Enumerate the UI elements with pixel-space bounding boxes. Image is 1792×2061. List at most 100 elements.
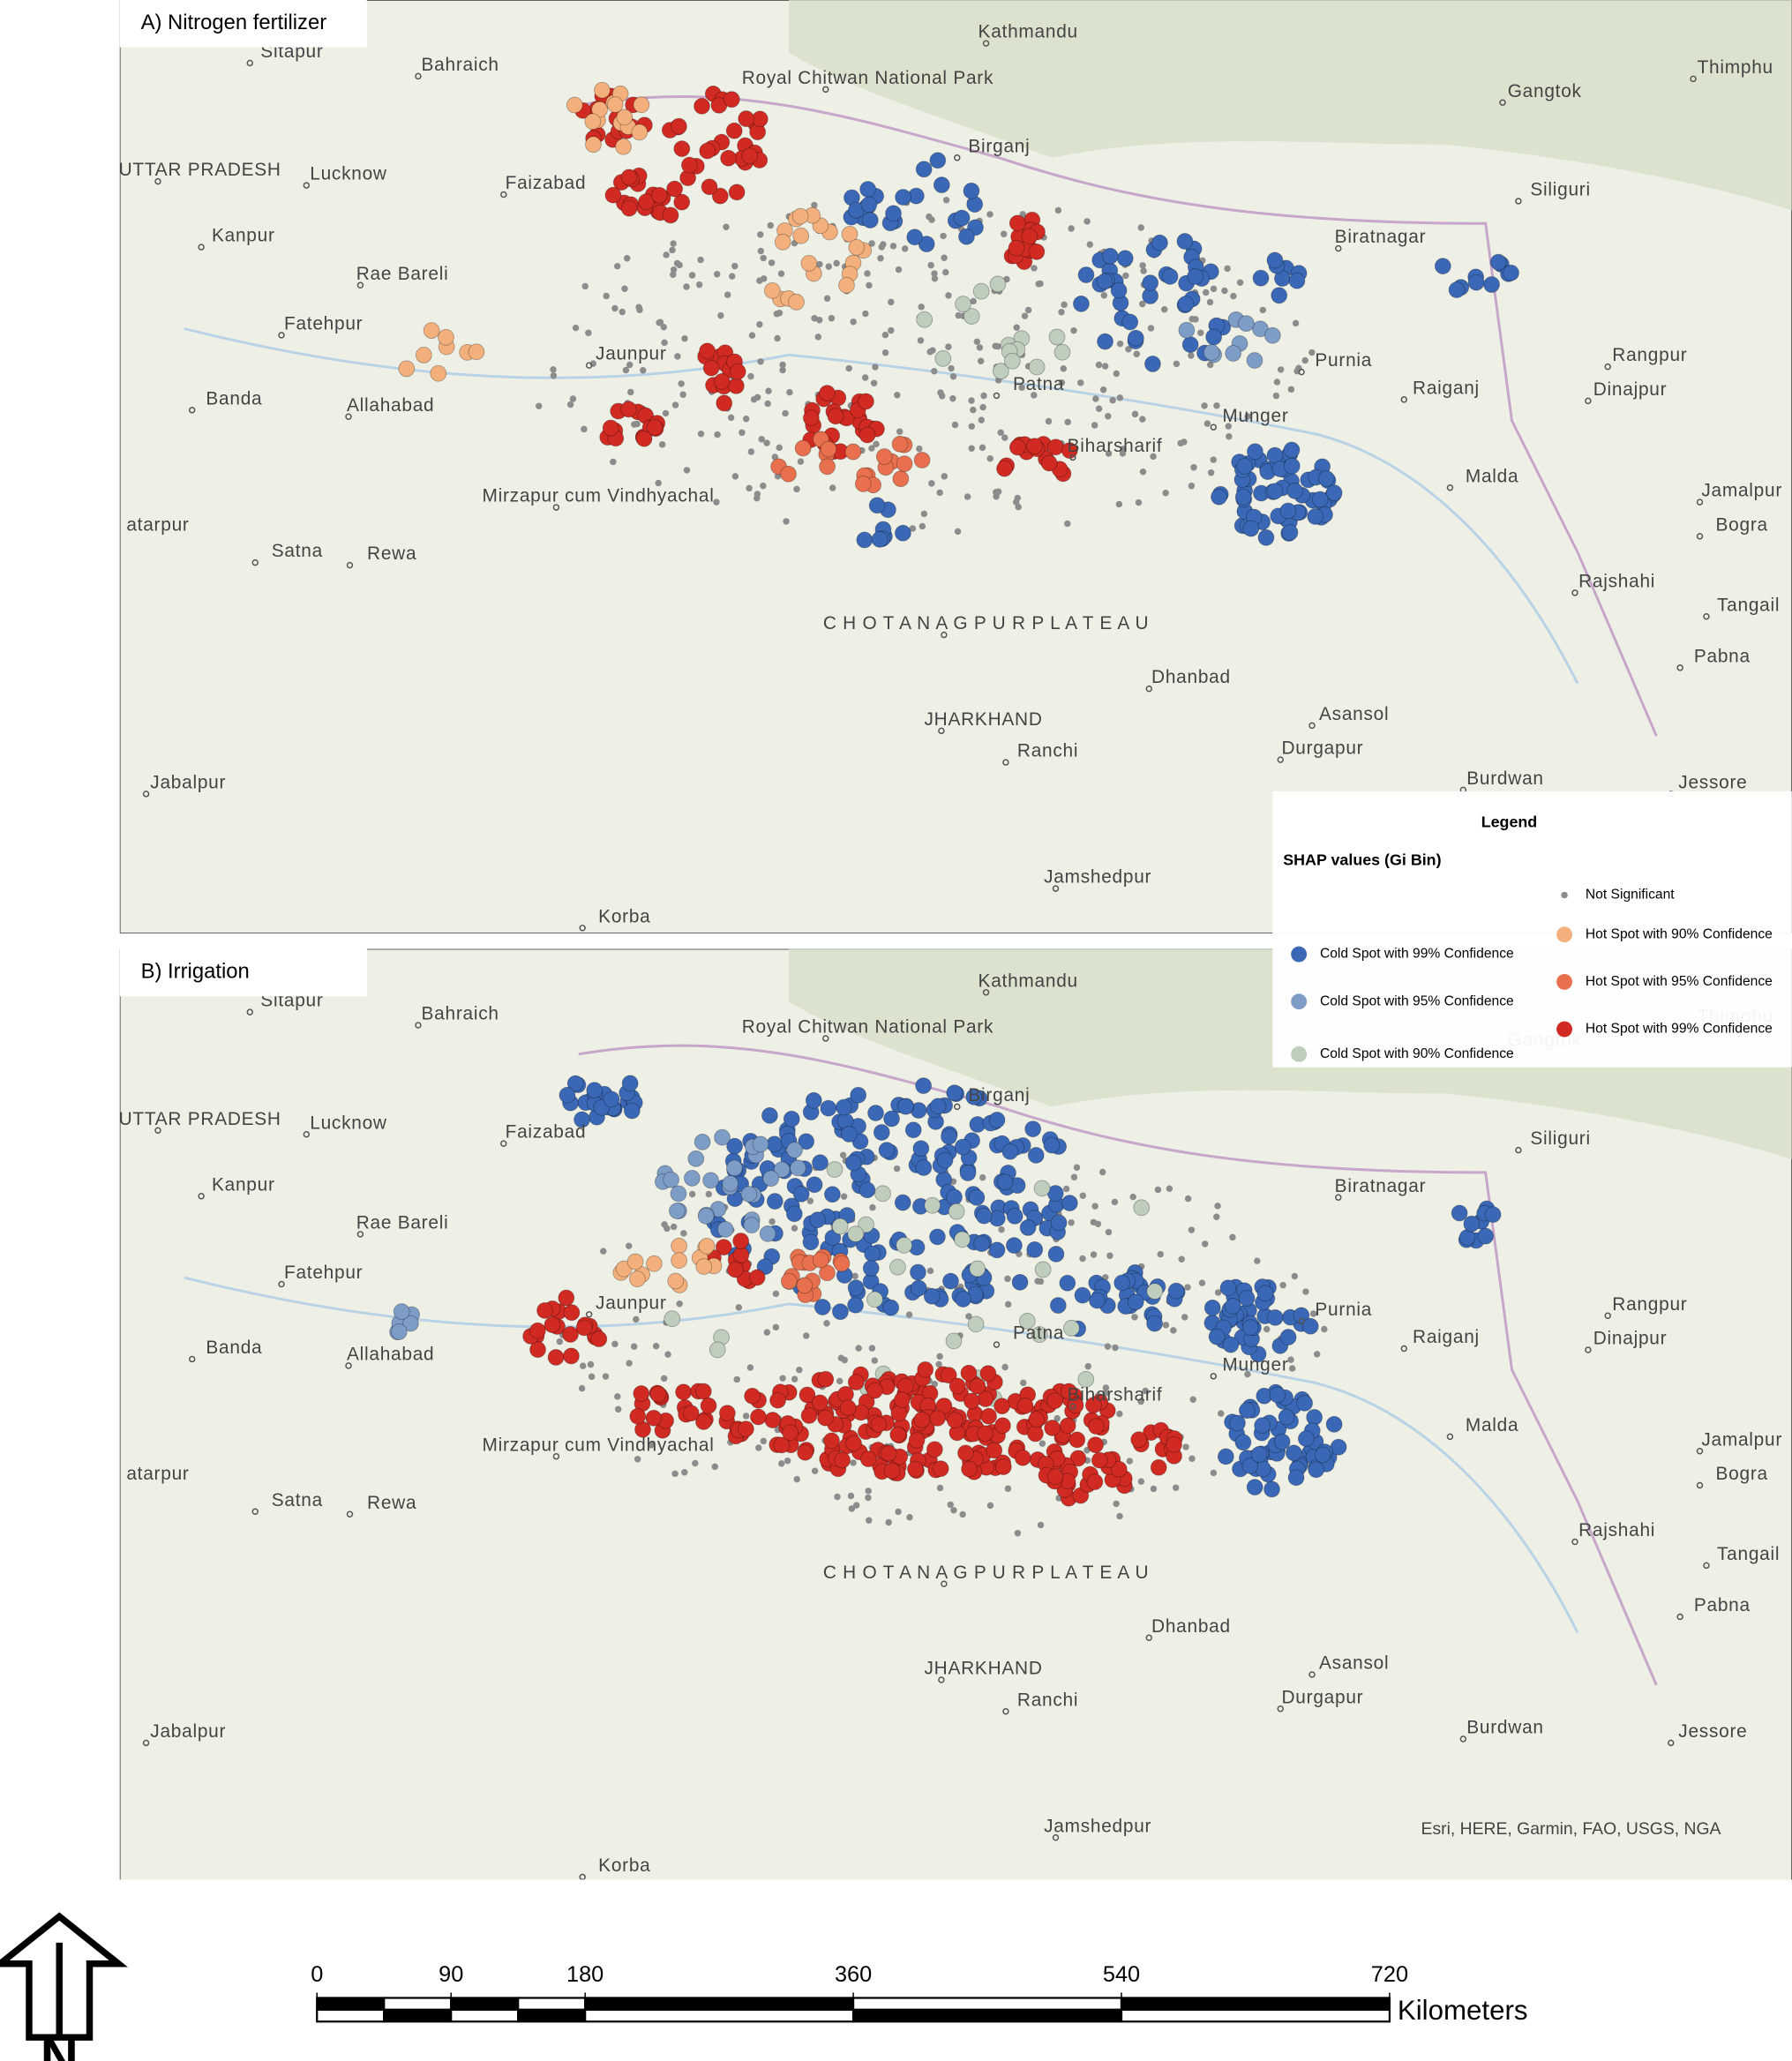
hotspot-point [1214, 1289, 1222, 1296]
hotspot-point [699, 142, 716, 160]
hotspot-point [1116, 1410, 1123, 1418]
place-marker [1002, 759, 1009, 766]
hotspot-point [742, 416, 750, 423]
hotspot-point [871, 530, 889, 548]
hotspot-point [713, 498, 720, 506]
hotspot-point [831, 1218, 849, 1235]
hotspot-point [928, 480, 935, 487]
place-label: Kathmandu [978, 971, 1078, 991]
hotspot-point [1283, 441, 1301, 459]
place-marker [246, 59, 253, 67]
hotspot-point [602, 419, 619, 437]
hotspot-point [908, 1432, 926, 1449]
hotspot-point [883, 1110, 900, 1128]
hotspot-point [1166, 1185, 1173, 1192]
legend-label: Hot Spot with 95% Confidence [1586, 974, 1773, 989]
place-marker [1277, 1705, 1284, 1713]
hotspot-point [786, 1142, 803, 1158]
hotspot-point [790, 1159, 806, 1177]
hotspot-point [697, 1207, 715, 1225]
place-label: Jessore [1678, 772, 1747, 792]
hotspot-point [1047, 1246, 1065, 1263]
legend-swatch [1291, 1045, 1308, 1062]
hotspot-point [559, 1086, 576, 1104]
hotspot-point [800, 1407, 818, 1424]
place-marker [1335, 244, 1342, 252]
hotspot-point [633, 1385, 650, 1402]
hotspot-point [1273, 1433, 1291, 1450]
hotspot-point [946, 1084, 963, 1102]
hotspot-point [970, 297, 977, 305]
hotspot-point [1028, 1411, 1046, 1428]
hotspot-point [929, 1409, 946, 1427]
hotspot-point [1112, 1344, 1119, 1352]
hotspot-point [1125, 346, 1132, 353]
place-marker [142, 791, 150, 798]
hotspot-point [1100, 291, 1108, 299]
hotspot-point [1154, 1186, 1162, 1194]
hotspot-point [854, 476, 872, 492]
hotspot-point [1150, 453, 1157, 461]
hotspot-point [1053, 343, 1071, 361]
hotspot-point [1014, 494, 1021, 502]
hotspot-point [894, 391, 901, 399]
hotspot-point [897, 1098, 914, 1115]
hotspot-point [1139, 300, 1146, 308]
hotspot-point [766, 1193, 784, 1210]
place-label: Mirzapur cum Vindhyachal [483, 1435, 715, 1455]
hotspot-point [948, 1377, 966, 1395]
hotspot-point [714, 431, 721, 438]
hotspot-point [671, 401, 679, 408]
hotspot-point [1263, 326, 1281, 344]
hotspot-point [670, 271, 677, 278]
hotspot-point [812, 1251, 829, 1269]
hotspot-point [889, 1426, 907, 1443]
hotspot-point [1170, 1327, 1177, 1334]
hotspot-point [823, 295, 831, 303]
hotspot-point [1213, 402, 1220, 409]
legend-label: Cold Spot with 90% Confidence [1320, 1046, 1514, 1061]
hotspot-point [724, 291, 731, 298]
hotspot-point [806, 1176, 823, 1194]
hotspot-point [1083, 218, 1091, 225]
hotspot-point [536, 1301, 553, 1319]
hotspot-point [816, 260, 823, 268]
hotspot-point [629, 1407, 647, 1425]
hotspot-point [720, 149, 737, 167]
legend-swatch [1291, 993, 1308, 1010]
hotspot-point [1113, 370, 1121, 378]
place-marker [954, 1103, 961, 1111]
place-label: Biharsharif [1068, 436, 1163, 456]
hotspot-point [569, 395, 577, 402]
hotspot-point [687, 1150, 705, 1167]
hotspot-point [762, 1170, 780, 1188]
hotspot-point [1020, 1379, 1027, 1387]
place-marker [1703, 1562, 1710, 1570]
place-label: Gangtok [1508, 81, 1582, 101]
hotspot-point [746, 484, 753, 492]
legend: Legend SHAP values (Gi Bin) Cold Spot with… [1272, 791, 1792, 1068]
hotspot-point [1044, 1420, 1061, 1436]
place-marker [1052, 1834, 1060, 1841]
hotspot-point [906, 229, 924, 246]
hotspot-point [889, 243, 897, 250]
hotspot-point [1211, 488, 1227, 506]
hotspot-point [824, 1229, 842, 1247]
hotspot-point [959, 1165, 977, 1181]
hotspot-point [936, 1151, 954, 1169]
hotspot-point [941, 473, 948, 480]
place-marker [1676, 664, 1683, 671]
hotspot-point [979, 1365, 997, 1383]
hotspot-point [890, 1405, 908, 1422]
hotspot-point [906, 1514, 913, 1521]
hotspot-point [1225, 423, 1233, 430]
hotspot-point [1222, 1336, 1240, 1353]
hotspot-point [942, 1272, 959, 1290]
place-marker [198, 1192, 205, 1200]
place-marker [246, 1008, 253, 1016]
place-label: UTTAR PRADESH [119, 160, 281, 180]
place-marker [1585, 1346, 1592, 1353]
place-label: Biratnagar [1335, 1176, 1427, 1196]
hotspot-point [1252, 269, 1270, 287]
